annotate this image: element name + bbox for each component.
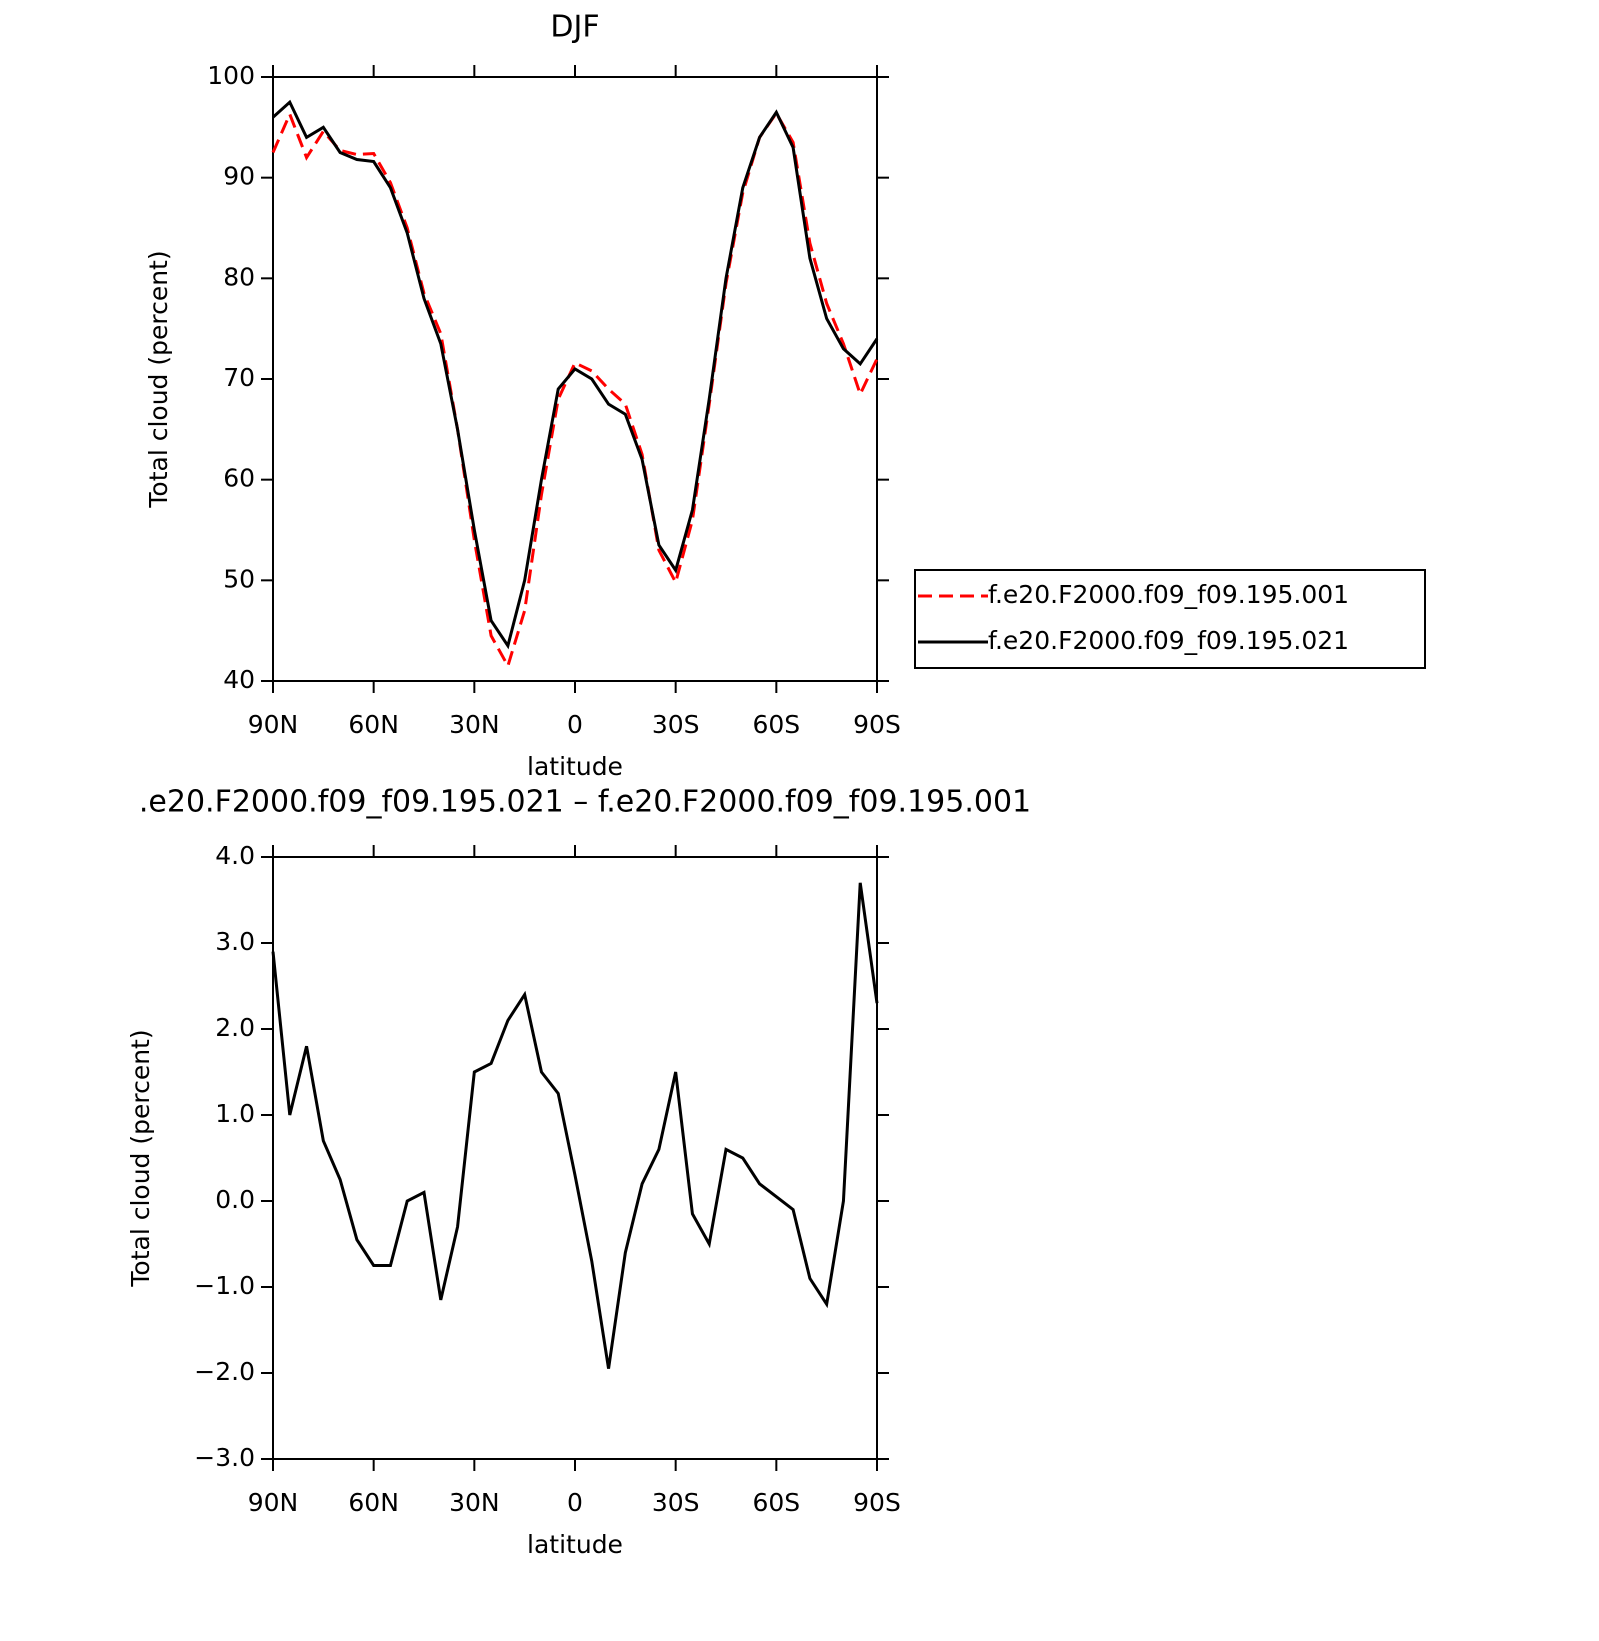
y-tick-label: −3.0	[194, 1443, 255, 1472]
legend-label: f.e20.F2000.f09_f09.195.001	[988, 580, 1349, 609]
y-tick-label: 80	[223, 262, 255, 291]
x-tick-label: 90N	[248, 1488, 299, 1517]
y-axis-label: Total cloud (percent)	[144, 250, 173, 508]
chart-title: DJF	[550, 10, 599, 45]
x-tick-label: 30S	[652, 1488, 700, 1517]
x-tick-label: 60N	[348, 710, 399, 739]
data-line	[271, 110, 879, 670]
y-tick-label: 90	[223, 162, 255, 191]
x-tick-label: 30N	[449, 710, 500, 739]
y-tick-label: −2.0	[194, 1357, 255, 1386]
y-tick-label: 40	[223, 665, 255, 694]
y-tick-label: 0.0	[215, 1185, 255, 1214]
y-axis-label: Total cloud (percent)	[126, 1029, 155, 1287]
legend-label: f.e20.F2000.f09_f09.195.021	[988, 626, 1349, 655]
legend-box	[914, 569, 1426, 669]
x-tick-label: 90S	[853, 710, 901, 739]
y-tick-label: 4.0	[215, 841, 255, 870]
data-line	[271, 882, 879, 1369]
y-tick-label: −1.0	[194, 1271, 255, 1300]
x-axis-label: latitude	[527, 752, 623, 781]
x-tick-label: 90N	[248, 710, 299, 739]
x-tick-label: 30N	[449, 1488, 500, 1517]
y-tick-label: 3.0	[215, 927, 255, 956]
x-tick-label: 60S	[752, 1488, 800, 1517]
y-tick-label: 60	[223, 464, 255, 493]
x-tick-label: 0	[567, 710, 583, 739]
y-tick-label: 100	[207, 61, 255, 90]
plot-frame	[272, 856, 878, 1460]
x-axis-label: latitude	[527, 1530, 623, 1559]
y-tick-label: 1.0	[215, 1099, 255, 1128]
chart-title: .e20.F2000.f09_f09.195.021 – f.e20.F2000…	[139, 785, 1031, 820]
y-tick-label: 2.0	[215, 1013, 255, 1042]
data-line	[271, 99, 879, 650]
x-tick-label: 60N	[348, 1488, 399, 1517]
y-tick-label: 70	[223, 363, 255, 392]
x-tick-label: 0	[567, 1488, 583, 1517]
plot-frame	[272, 76, 878, 682]
x-tick-label: 90S	[853, 1488, 901, 1517]
x-tick-label: 30S	[652, 710, 700, 739]
x-tick-label: 60S	[752, 710, 800, 739]
y-tick-label: 50	[223, 564, 255, 593]
